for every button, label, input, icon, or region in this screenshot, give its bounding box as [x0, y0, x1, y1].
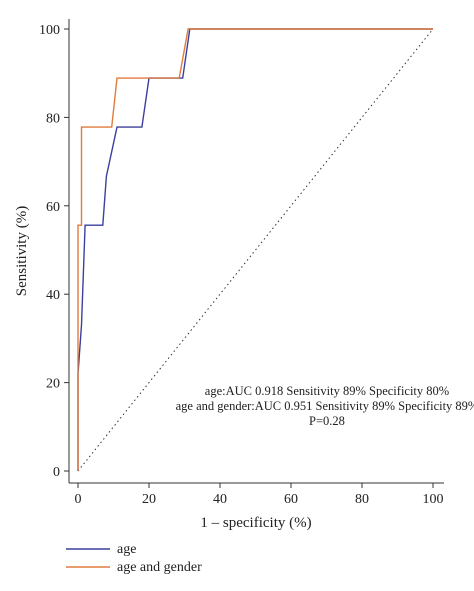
- annotation-age-and-gender: age and gender:AUC 0.951 Sensitivity 89%…: [176, 399, 474, 413]
- x-axis-title: 1 – specificity (%): [200, 515, 311, 531]
- x-axis-ticks: 0 20 40 60 80 100: [75, 483, 444, 507]
- y-axis-ticks: 0 20 40 60 80 100: [39, 23, 69, 480]
- y-tick-label: 40: [46, 288, 60, 303]
- series-line-age-and-gender: [77, 28, 433, 471]
- y-tick-label: 60: [46, 200, 60, 215]
- x-tick-label: 60: [284, 492, 298, 507]
- y-tick-label: 0: [53, 465, 60, 480]
- y-axis-title: Sensitivity (%): [14, 206, 30, 296]
- y-tick-label: 100: [39, 23, 60, 38]
- x-tick-label: 0: [75, 492, 82, 507]
- legend-label-age: age: [117, 542, 136, 557]
- x-tick-label: 20: [142, 492, 156, 507]
- x-tick-label: 40: [213, 492, 227, 507]
- series-line-age: [77, 28, 433, 471]
- annotation-age: age:AUC 0.918 Sensitivity 89% Specificit…: [205, 384, 449, 398]
- legend: age age and gender: [66, 542, 202, 575]
- legend-label-age-and-gender: age and gender: [117, 560, 202, 575]
- x-tick-label: 80: [355, 492, 369, 507]
- series-layer: [77, 28, 433, 471]
- y-tick-label: 80: [46, 111, 60, 126]
- y-tick-label: 20: [46, 377, 60, 392]
- x-tick-label: 100: [423, 492, 444, 507]
- annotation-p-value: P=0.28: [309, 414, 345, 428]
